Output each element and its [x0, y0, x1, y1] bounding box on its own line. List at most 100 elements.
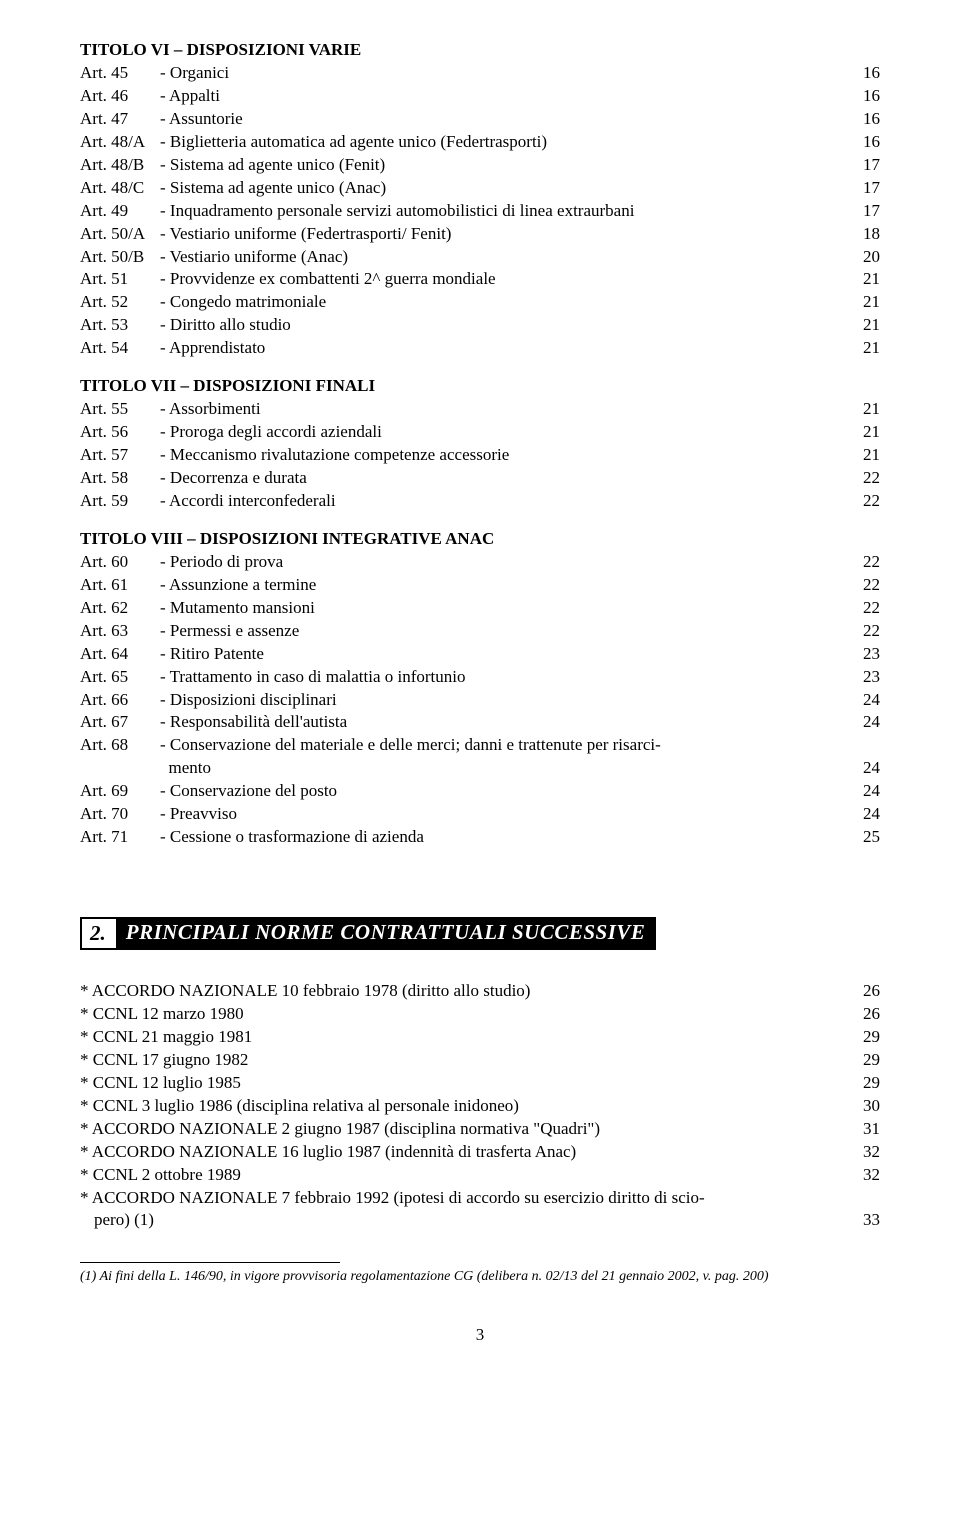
footnote-rule [80, 1262, 340, 1263]
toc-row: Art. 63- Permessi e assenze22 [80, 620, 880, 643]
toc-article: Art. 55 [80, 398, 160, 421]
toc-label: - Conservazione del materiale e delle me… [160, 734, 840, 757]
toc-article: Art. 56 [80, 421, 160, 444]
toc-article: Art. 58 [80, 467, 160, 490]
toc-row: Art. 58- Decorrenza e durata22 [80, 467, 880, 490]
toc-page: 23 [840, 643, 880, 666]
toc-label: - Ritiro Patente [160, 643, 840, 666]
toc-row: Art. 67- Responsabilità dell'autista24 [80, 711, 880, 734]
toc-page: 24 [840, 689, 880, 712]
section-title: TITOLO VI – DISPOSIZIONI VARIE [80, 40, 880, 60]
toc-row: Art. 46- Appalti16 [80, 85, 880, 108]
toc-label: - Congedo matrimoniale [160, 291, 840, 314]
toc-page: 22 [840, 551, 880, 574]
toc-page: 24 [840, 780, 880, 803]
star-label: * CCNL 17 giugno 1982 [80, 1049, 840, 1072]
toc-article: Art. 63 [80, 620, 160, 643]
toc-label: - Assuntorie [160, 108, 840, 131]
star-page: 30 [840, 1095, 880, 1118]
toc-article: Art. 46 [80, 85, 160, 108]
toc-row: Art. 48/C- Sistema ad agente unico (Anac… [80, 177, 880, 200]
heading-text: PRINCIPALI NORME CONTRATTUALI SUCCESSIVE [116, 918, 656, 949]
toc-article: Art. 52 [80, 291, 160, 314]
toc-page: 16 [840, 62, 880, 85]
toc-label: - Preavviso [160, 803, 840, 826]
toc-label: - Diritto allo studio [160, 314, 840, 337]
toc-page: 17 [840, 154, 880, 177]
star-page: 26 [840, 1003, 880, 1026]
toc-row: Art. 55- Assorbimenti21 [80, 398, 880, 421]
star-list: * ACCORDO NAZIONALE 10 febbraio 1978 (di… [80, 980, 880, 1232]
toc-label: mento [160, 757, 840, 780]
star-row: * CCNL 12 marzo 198026 [80, 1003, 880, 1026]
star-page: 29 [840, 1049, 880, 1072]
toc-article: Art. 48/A [80, 131, 160, 154]
toc-page: 16 [840, 85, 880, 108]
toc-row-continuation: mento24 [80, 757, 880, 780]
toc-row: Art. 45- Organici16 [80, 62, 880, 85]
toc-page: 21 [840, 444, 880, 467]
document-page: TITOLO VI – DISPOSIZIONI VARIEArt. 45- O… [0, 0, 960, 1385]
toc-row: Art. 50/A- Vestiario uniforme (Federtras… [80, 223, 880, 246]
toc-label: - Assunzione a termine [160, 574, 840, 597]
toc-article: Art. 64 [80, 643, 160, 666]
toc-article: Art. 67 [80, 711, 160, 734]
toc-article: Art. 48/C [80, 177, 160, 200]
toc-article: Art. 68 [80, 734, 160, 757]
star-row: * ACCORDO NAZIONALE 16 luglio 1987 (inde… [80, 1141, 880, 1164]
toc-page: 21 [840, 398, 880, 421]
section-heading: 2. PRINCIPALI NORME CONTRATTUALI SUCCESS… [80, 917, 880, 950]
star-page: 33 [840, 1209, 880, 1232]
toc-row: Art. 49- Inquadramento personale servizi… [80, 200, 880, 223]
toc-article: Art. 50/A [80, 223, 160, 246]
toc-article: Art. 57 [80, 444, 160, 467]
toc-label: - Proroga degli accordi aziendali [160, 421, 840, 444]
toc-article: Art. 47 [80, 108, 160, 131]
star-page: 32 [840, 1164, 880, 1187]
section-title: TITOLO VII – DISPOSIZIONI FINALI [80, 376, 880, 396]
toc-label: - Decorrenza e durata [160, 467, 840, 490]
toc-label: - Apprendistato [160, 337, 840, 360]
toc-page: 24 [840, 757, 880, 780]
star-row: * CCNL 17 giugno 198229 [80, 1049, 880, 1072]
toc-row: Art. 60- Periodo di prova22 [80, 551, 880, 574]
toc-page: 18 [840, 223, 880, 246]
star-label: * ACCORDO NAZIONALE 16 luglio 1987 (inde… [80, 1141, 840, 1164]
section-title: TITOLO VIII – DISPOSIZIONI INTEGRATIVE A… [80, 529, 880, 549]
toc-label: - Appalti [160, 85, 840, 108]
toc-page: 25 [840, 826, 880, 849]
toc-page: 24 [840, 711, 880, 734]
star-page: 26 [840, 980, 880, 1003]
toc-page: 17 [840, 177, 880, 200]
toc-label: - Permessi e assenze [160, 620, 840, 643]
toc-page: 22 [840, 574, 880, 597]
toc-row: Art. 48/A- Biglietteria automatica ad ag… [80, 131, 880, 154]
star-label: * CCNL 3 luglio 1986 (disciplina relativ… [80, 1095, 840, 1118]
toc-article: Art. 70 [80, 803, 160, 826]
toc-label: - Sistema ad agente unico (Fenit) [160, 154, 840, 177]
toc-label: - Biglietteria automatica ad agente unic… [160, 131, 840, 154]
toc-row: Art. 48/B- Sistema ad agente unico (Feni… [80, 154, 880, 177]
star-page: 29 [840, 1072, 880, 1095]
toc-article: Art. 51 [80, 268, 160, 291]
toc-row: Art. 71- Cessione o trasformazione di az… [80, 826, 880, 849]
star-row: * ACCORDO NAZIONALE 2 giugno 1987 (disci… [80, 1118, 880, 1141]
toc-row: Art. 66- Disposizioni disciplinari24 [80, 689, 880, 712]
star-row-continuation: pero) (1)33 [80, 1209, 880, 1232]
toc-row: Art. 54- Apprendistato21 [80, 337, 880, 360]
toc-label: - Accordi interconfederali [160, 490, 840, 513]
toc-row: Art. 51- Provvidenze ex combattenti 2^ g… [80, 268, 880, 291]
toc-page: 23 [840, 666, 880, 689]
toc-page: 21 [840, 314, 880, 337]
star-label: * ACCORDO NAZIONALE 7 febbraio 1992 (ipo… [80, 1187, 840, 1210]
star-row: * CCNL 12 luglio 198529 [80, 1072, 880, 1095]
toc-row: Art. 62- Mutamento mansioni22 [80, 597, 880, 620]
star-label: * ACCORDO NAZIONALE 10 febbraio 1978 (di… [80, 980, 840, 1003]
toc-page: 17 [840, 200, 880, 223]
toc-row: Art. 68- Conservazione del materiale e d… [80, 734, 880, 757]
toc-article: Art. 59 [80, 490, 160, 513]
star-row: * ACCORDO NAZIONALE 10 febbraio 1978 (di… [80, 980, 880, 1003]
toc-page [840, 734, 880, 757]
toc-article: Art. 49 [80, 200, 160, 223]
footnote: (1) Ai fini della L. 146/90, in vigore p… [80, 1269, 880, 1285]
